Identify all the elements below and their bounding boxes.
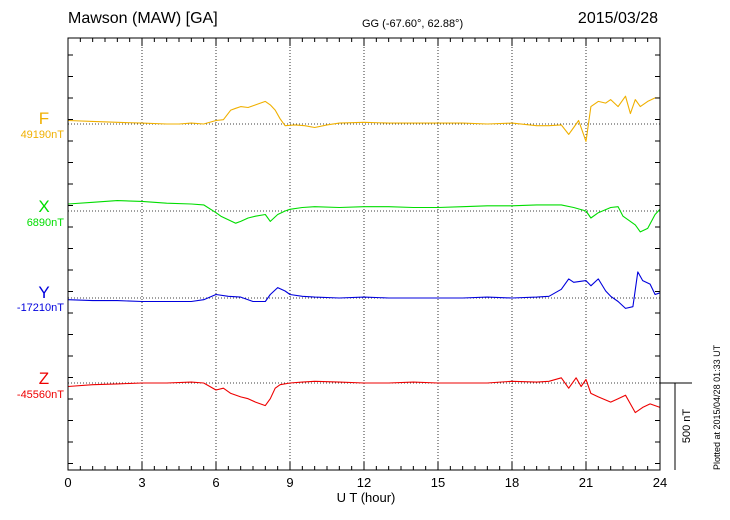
trace-X [67,200,661,233]
x-tick-label: 9 [286,475,293,490]
trace-Z [67,377,661,414]
x-tick-label: 3 [138,475,145,490]
geographic-coordinates: GG (-67.60°, 62.88°) [362,18,464,30]
x-tick-label: 24 [653,475,667,490]
x-tick-label: 18 [505,475,519,490]
x-tick-label: 21 [579,475,593,490]
series-baseline-X: 6890nT [27,217,65,229]
scale-bar-label: 500 nT [681,409,693,444]
series-name-Y: Y [38,283,49,302]
x-axis-label: U T (hour) [337,490,396,505]
series-baseline-Y: -17210nT [17,302,64,314]
series-name-F: F [39,109,49,128]
trace-Y [67,271,661,309]
x-tick-label: 6 [212,475,219,490]
trace-group [67,95,661,414]
plotted-timestamp: Plotted at 2015/04/28 01:33 UT [712,344,722,470]
grid-lines [141,38,587,470]
series-name-X: X [38,197,49,216]
trace-F [67,95,660,142]
series-baseline-Z: -45560nT [17,389,64,401]
series-baseline-F: 49190nT [21,129,65,141]
scale-bar: 500 nT [660,382,693,470]
station-title: Mawson (MAW) [GA] [68,10,218,27]
plot-date: 2015/03/28 [577,10,658,27]
series-name-Z: Z [39,369,49,388]
x-tick-label: 12 [357,475,371,490]
x-tick-label: 15 [431,475,445,490]
x-tick-label: 0 [64,475,71,490]
tick-group: 0 3 6 9 12 15 18 21 24 [64,38,667,490]
